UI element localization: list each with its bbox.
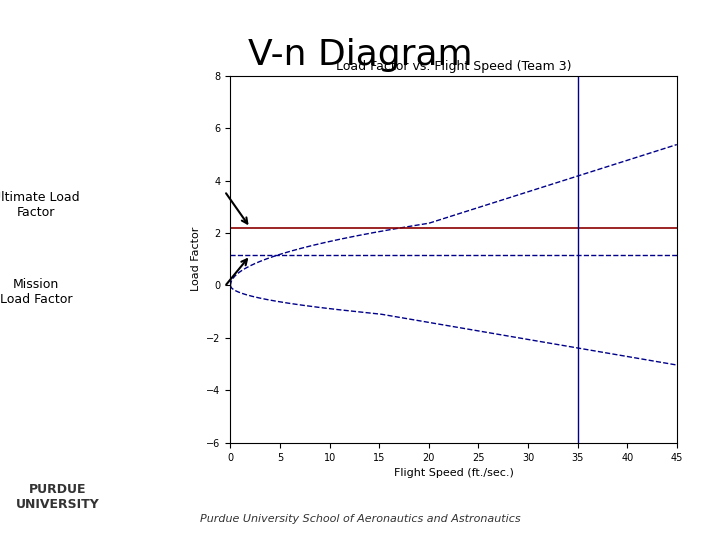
Title: Load Factor vs. Flight Speed (Team 3): Load Factor vs. Flight Speed (Team 3): [336, 60, 572, 73]
Text: PURDUE
UNIVERSITY: PURDUE UNIVERSITY: [16, 483, 99, 511]
Text: Purdue University School of Aeronautics and Astronautics: Purdue University School of Aeronautics …: [199, 514, 521, 524]
Y-axis label: Load Factor: Load Factor: [191, 227, 201, 292]
Text: Mission
Load Factor: Mission Load Factor: [0, 278, 72, 306]
Text: V-n Diagram: V-n Diagram: [248, 38, 472, 72]
Text: Ultimate Load
Factor: Ultimate Load Factor: [0, 191, 80, 219]
X-axis label: Flight Speed (ft./sec.): Flight Speed (ft./sec.): [394, 468, 513, 478]
